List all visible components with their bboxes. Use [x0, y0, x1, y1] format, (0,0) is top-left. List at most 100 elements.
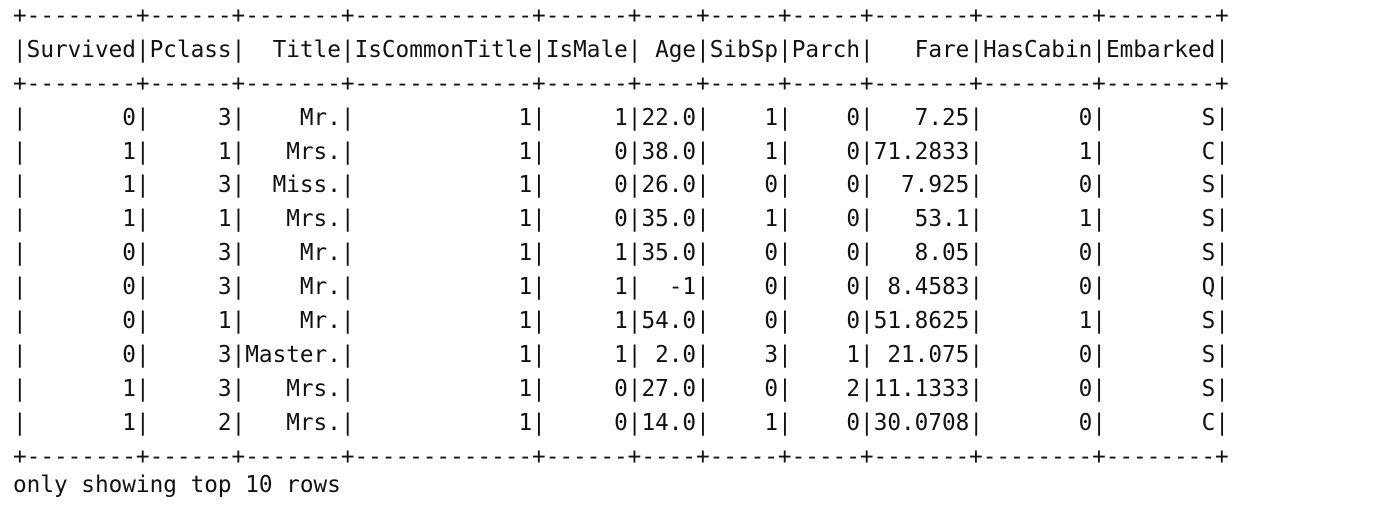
- table-cell: 38.0: [641, 138, 697, 165]
- table-row: | 0| 3| Mr.| 1| 1| -1| 0| 0| 8.4583| 0| …: [13, 274, 1229, 301]
- column-header: HasCabin: [983, 36, 1093, 63]
- table-cell: 0: [709, 274, 779, 301]
- table-cell: 0: [791, 409, 861, 436]
- table-cell: S: [1105, 375, 1216, 402]
- table-cell: 0: [983, 240, 1093, 267]
- table-cell: 1: [26, 138, 136, 165]
- table-cell: Miss.: [245, 172, 341, 199]
- column-header: SibSp: [709, 36, 779, 63]
- table-cell: 1: [26, 172, 136, 199]
- column-header: Age: [641, 36, 697, 63]
- table-cell: 1: [545, 104, 628, 131]
- table-cell: 1: [354, 341, 533, 368]
- table-cell: 11.1333: [873, 375, 970, 402]
- table-cell: 0: [709, 172, 779, 199]
- table-cell: 3: [709, 341, 779, 368]
- table-cell: S: [1105, 172, 1216, 199]
- table-cell: 2: [791, 375, 861, 402]
- table-cell: -1: [641, 274, 697, 301]
- table-cell: 0: [709, 308, 779, 335]
- column-header: Title: [245, 36, 341, 63]
- table-cell: Mrs.: [245, 138, 341, 165]
- table-cell: 0: [983, 104, 1093, 131]
- table-cell: S: [1105, 341, 1216, 368]
- table-cell: 3: [149, 341, 232, 368]
- table-cell: 1: [983, 206, 1093, 233]
- table-cell: S: [1105, 104, 1216, 131]
- table-cell: Q: [1105, 274, 1216, 301]
- table-cell: 3: [149, 375, 232, 402]
- column-header: Parch: [791, 36, 861, 63]
- table-row: | 0| 3| Mr.| 1| 1|22.0| 1| 0| 7.25| 0| S…: [13, 104, 1229, 131]
- table-cell: 0: [791, 274, 861, 301]
- table-row: | 0| 3| Mr.| 1| 1|35.0| 0| 0| 8.05| 0| S…: [13, 240, 1229, 267]
- table-cell: Mr.: [245, 274, 341, 301]
- table-border: +--------+------+-------+-------------+-…: [13, 3, 1229, 29]
- table-row: | 1| 1| Mrs.| 1| 0|38.0| 1| 0|71.2833| 1…: [13, 138, 1229, 165]
- column-header: IsMale: [545, 36, 628, 63]
- table-cell: Mrs.: [245, 206, 341, 233]
- table-cell: S: [1105, 206, 1216, 233]
- table-border: +--------+------+-------+-------------+-…: [13, 70, 1229, 97]
- table-cell: 26.0: [641, 172, 697, 199]
- table-cell: 1: [545, 308, 628, 335]
- table-cell: 7.925: [873, 172, 970, 199]
- column-header: Embarked: [1105, 36, 1216, 63]
- table-cell: 1: [26, 409, 136, 436]
- table-cell: 2: [149, 409, 232, 436]
- table-cell: 0: [791, 104, 861, 131]
- table-cell: 1: [149, 138, 232, 165]
- table-cell: Mr.: [245, 240, 341, 267]
- table-cell: 0: [545, 206, 628, 233]
- table-cell: S: [1105, 240, 1216, 267]
- table-cell: 8.05: [873, 240, 970, 267]
- table-cell: 0: [545, 138, 628, 165]
- table-cell: 1: [545, 240, 628, 267]
- table-cell: 1: [354, 172, 533, 199]
- table-cell: 1: [149, 206, 232, 233]
- table-cell: 21.075: [873, 341, 970, 368]
- table-header-row: |Survived|Pclass| Title|IsCommonTitle|Is…: [13, 36, 1229, 63]
- table-cell: 1: [709, 138, 779, 165]
- table-cell: 1: [354, 375, 533, 402]
- table-row: | 0| 3|Master.| 1| 1| 2.0| 3| 1| 21.075|…: [13, 341, 1229, 368]
- table-cell: 1: [791, 341, 861, 368]
- table-row: | 1| 3| Mrs.| 1| 0|27.0| 0| 2|11.1333| 0…: [13, 375, 1229, 402]
- table-cell: C: [1105, 409, 1216, 436]
- table-row: | 1| 2| Mrs.| 1| 0|14.0| 1| 0|30.0708| 0…: [13, 409, 1229, 436]
- table-cell: 1: [354, 206, 533, 233]
- table-cell: 35.0: [641, 206, 697, 233]
- table-cell: 14.0: [641, 409, 697, 436]
- table-cell: 1: [709, 409, 779, 436]
- table-cell: 1: [354, 138, 533, 165]
- table-cell: 71.2833: [873, 138, 970, 165]
- table-cell: 51.8625: [873, 308, 970, 335]
- table-cell: 0: [983, 375, 1093, 402]
- table-border: +--------+------+-------+-------------+-…: [13, 443, 1229, 470]
- column-header: IsCommonTitle: [354, 36, 533, 63]
- table-cell: 1: [354, 308, 533, 335]
- dataframe-table: +--------+------+-------+-------------+-…: [13, 0, 1229, 474]
- table-cell: S: [1105, 308, 1216, 335]
- column-header: Fare: [873, 36, 970, 63]
- table-cell: 0: [709, 240, 779, 267]
- table-cell: 53.1: [873, 206, 970, 233]
- table-cell: 1: [354, 274, 533, 301]
- table-cell: 35.0: [641, 240, 697, 267]
- table-cell: 0: [791, 308, 861, 335]
- table-cell: 2.0: [641, 341, 697, 368]
- table-cell: 0: [26, 308, 136, 335]
- table-cell: 1: [709, 206, 779, 233]
- table-cell: 0: [545, 375, 628, 402]
- table-cell: 0: [983, 341, 1093, 368]
- table-cell: 0: [791, 240, 861, 267]
- table-cell: 30.0708: [873, 409, 970, 436]
- footer-note: only showing top 10 rows: [13, 472, 341, 498]
- table-cell: 0: [26, 104, 136, 131]
- table-cell: 3: [149, 172, 232, 199]
- table-cell: 0: [26, 274, 136, 301]
- column-header: Pclass: [149, 36, 232, 63]
- table-cell: 0: [791, 206, 861, 233]
- table-row: | 1| 3| Miss.| 1| 0|26.0| 0| 0| 7.925| 0…: [13, 172, 1229, 199]
